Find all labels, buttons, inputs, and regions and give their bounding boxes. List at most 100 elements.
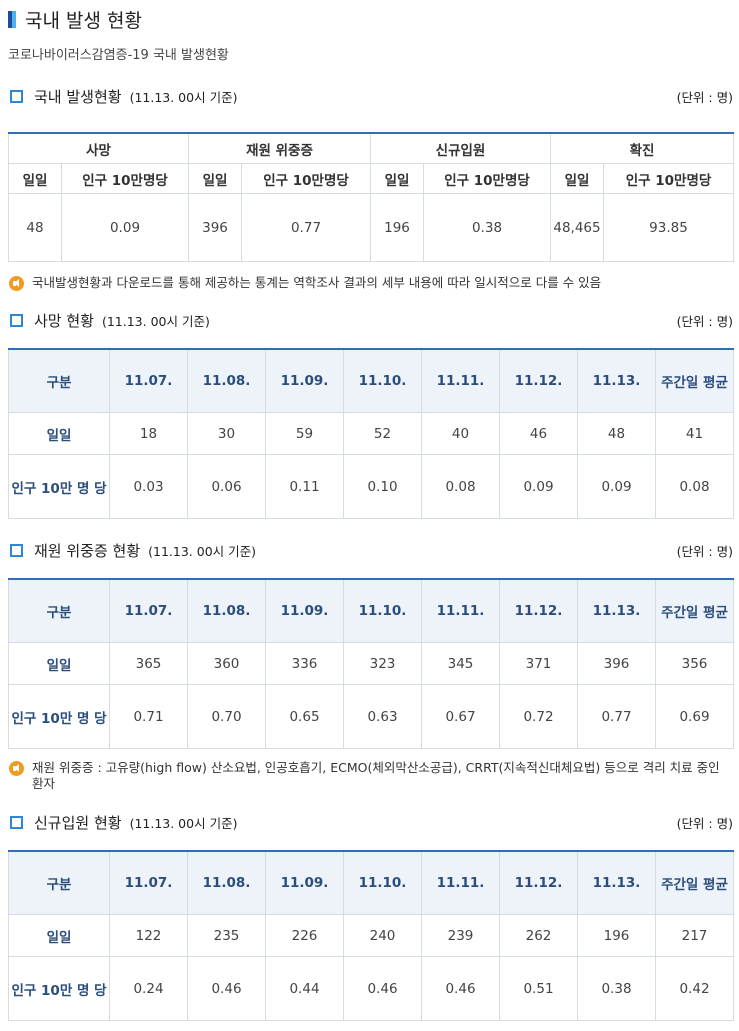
table-header-label: 구분 <box>8 850 110 915</box>
table-cell: 323 <box>343 642 422 685</box>
table-cell: 0.10 <box>343 454 422 519</box>
admissions-title: 신규입원 현황 <box>34 813 122 832</box>
overview-sub-header: 일일 <box>8 163 62 194</box>
table-cell: 365 <box>109 642 188 685</box>
table-cell: 0.72 <box>499 684 578 749</box>
table-cell: 239 <box>421 914 500 957</box>
table-cell: 0.09 <box>499 454 578 519</box>
overview-unit: (단위 : 명) <box>676 89 733 105</box>
table-cell: 0.46 <box>421 956 500 1021</box>
table-cell: 0.44 <box>265 956 344 1021</box>
weekly-average-header: 주간일 평균 <box>655 578 734 643</box>
table-cell: 46 <box>499 412 578 455</box>
row-label-daily: 일일 <box>8 412 110 455</box>
date-column-header: 11.09. <box>265 348 344 413</box>
weekly-average-header: 주간일 평균 <box>655 850 734 915</box>
table-cell: 41 <box>655 412 734 455</box>
overview-note: 국내발생현황과 다운로드를 통해 제공하는 통계는 역학조사 결과의 세부 내용… <box>9 275 734 291</box>
table-cell: 360 <box>187 642 266 685</box>
overview-cell: 48,465 <box>550 193 604 262</box>
overview-group-header: 확진 <box>550 132 734 164</box>
admissions-unit: (단위 : 명) <box>676 815 733 831</box>
date-column-header: 11.13. <box>577 348 656 413</box>
critical-table: 구분 11.07. 11.08. 11.09. 11.10. 11.11. 11… <box>8 578 734 749</box>
date-column-header: 11.10. <box>343 850 422 915</box>
admissions-date: (11.13. 00시 기준) <box>129 815 238 831</box>
table-cell: 0.06 <box>187 454 266 519</box>
date-column-header: 11.11. <box>421 578 500 643</box>
table-header-label: 구분 <box>8 578 110 643</box>
overview-sub-header: 인구 10만명당 <box>241 163 371 194</box>
date-column-header: 11.09. <box>265 850 344 915</box>
overview-sub-header: 인구 10만명당 <box>603 163 734 194</box>
title-bar-icon <box>8 10 16 28</box>
table-cell: 0.51 <box>499 956 578 1021</box>
table-cell: 0.24 <box>109 956 188 1021</box>
date-column-header: 11.13. <box>577 578 656 643</box>
table-cell: 371 <box>499 642 578 685</box>
date-column-header: 11.13. <box>577 850 656 915</box>
table-cell: 235 <box>187 914 266 957</box>
date-column-header: 11.12. <box>499 578 578 643</box>
table-cell: 0.08 <box>655 454 734 519</box>
admissions-table: 구분 11.07. 11.08. 11.09. 11.10. 11.11. 11… <box>8 850 734 1021</box>
row-label-per100k: 인구 10만 명 당 <box>8 684 110 749</box>
row-label-daily: 일일 <box>8 914 110 957</box>
date-column-header: 11.11. <box>421 850 500 915</box>
table-cell: 240 <box>343 914 422 957</box>
overview-group-header: 사망 <box>8 132 189 164</box>
deaths-section-header: 사망 현황 (11.13. 00시 기준) (단위 : 명) <box>10 309 733 331</box>
overview-cell: 93.85 <box>603 193 734 262</box>
table-cell: 52 <box>343 412 422 455</box>
weekly-average-header: 주간일 평균 <box>655 348 734 413</box>
table-cell: 0.11 <box>265 454 344 519</box>
critical-note: 재원 위중증 : 고유량(high flow) 산소요법, 인공호흡기, ECM… <box>9 760 734 792</box>
table-cell: 196 <box>577 914 656 957</box>
overview-section-header: 국내 발생현황 (11.13. 00시 기준) (단위 : 명) <box>10 85 733 107</box>
critical-date: (11.13. 00시 기준) <box>148 543 257 559</box>
table-header-label: 구분 <box>8 348 110 413</box>
overview-cell: 0.09 <box>61 193 189 262</box>
date-column-header: 11.07. <box>109 578 188 643</box>
table-cell: 0.42 <box>655 956 734 1021</box>
overview-cell: 196 <box>370 193 424 262</box>
critical-title: 재원 위중증 현황 <box>34 541 141 560</box>
speaker-icon <box>9 761 24 776</box>
critical-section-header: 재원 위중증 현황 (11.13. 00시 기준) (단위 : 명) <box>10 539 733 561</box>
page-subtitle: 코로나바이러스감염증-19 국내 발생현황 <box>8 48 229 63</box>
deaths-date: (11.13. 00시 기준) <box>101 313 210 329</box>
overview-cell: 48 <box>8 193 62 262</box>
critical-note-text: 재원 위중증 : 고유량(high flow) 산소요법, 인공호흡기, ECM… <box>32 760 720 791</box>
table-cell: 356 <box>655 642 734 685</box>
overview-title: 국내 발생현황 <box>34 87 122 106</box>
table-cell: 0.67 <box>421 684 500 749</box>
table-cell: 336 <box>265 642 344 685</box>
deaths-title: 사망 현황 <box>34 311 94 330</box>
table-cell: 0.46 <box>187 956 266 1021</box>
table-cell: 396 <box>577 642 656 685</box>
date-column-header: 11.09. <box>265 578 344 643</box>
overview-sub-header: 인구 10만명당 <box>61 163 189 194</box>
square-bullet-icon <box>10 313 23 327</box>
date-column-header: 11.07. <box>109 850 188 915</box>
date-column-header: 11.08. <box>187 348 266 413</box>
table-cell: 122 <box>109 914 188 957</box>
date-column-header: 11.10. <box>343 578 422 643</box>
overview-sub-header: 일일 <box>188 163 242 194</box>
date-column-header: 11.07. <box>109 348 188 413</box>
overview-sub-header: 일일 <box>370 163 424 194</box>
date-column-header: 11.12. <box>499 348 578 413</box>
date-column-header: 11.08. <box>187 850 266 915</box>
overview-group-header: 신규입원 <box>370 132 551 164</box>
table-cell: 59 <box>265 412 344 455</box>
date-column-header: 11.12. <box>499 850 578 915</box>
date-column-header: 11.11. <box>421 348 500 413</box>
table-cell: 18 <box>109 412 188 455</box>
table-cell: 0.70 <box>187 684 266 749</box>
table-cell: 0.38 <box>577 956 656 1021</box>
overview-sub-header: 인구 10만명당 <box>423 163 551 194</box>
table-cell: 0.71 <box>109 684 188 749</box>
table-cell: 0.69 <box>655 684 734 749</box>
overview-cell: 0.77 <box>241 193 371 262</box>
overview-sub-header: 일일 <box>550 163 604 194</box>
